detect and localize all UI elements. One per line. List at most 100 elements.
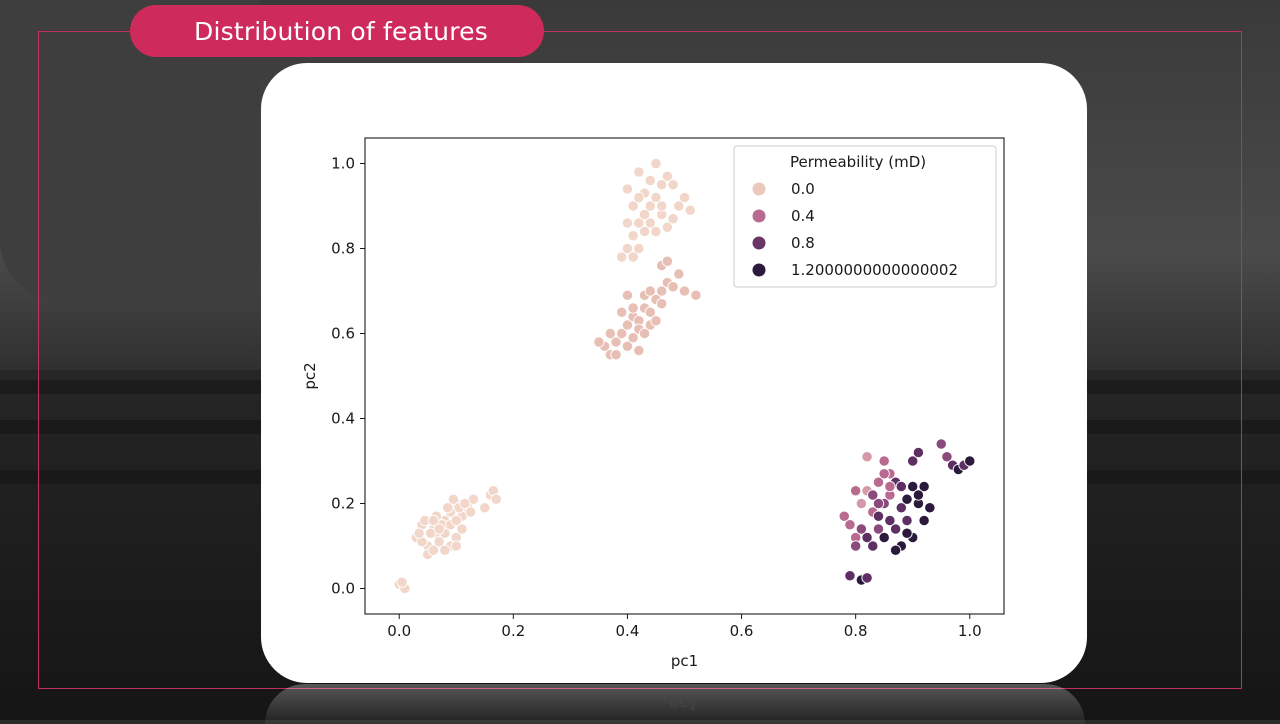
scatter-point [855, 523, 868, 535]
plot-area: 0.0 0.2 0.4 0.6 0.8 1.0 0.0 0.2 0.4 0.6 0.8 1.0 pc1 p… [301, 137, 1005, 670]
scatter-point [650, 191, 662, 204]
scatter-point [650, 315, 662, 327]
scatter-point [861, 531, 873, 544]
scatter-point [644, 217, 656, 229]
scatter-point [433, 523, 445, 535]
y-axis-label: pc2 [301, 362, 319, 389]
card-reflection [265, 684, 1085, 724]
scatter-point [621, 183, 634, 195]
y-tick-label: 0.4 [331, 410, 355, 428]
scatter-point [610, 336, 622, 348]
scatter-point [895, 480, 907, 493]
scatter-point [901, 514, 913, 527]
slide-frame [38, 31, 1242, 689]
legend-label: 1.2000000000000002 [791, 261, 958, 279]
legend-marker [752, 236, 766, 250]
plot-frame [364, 137, 1005, 615]
scatter-point [673, 268, 685, 280]
scatter-point [456, 523, 468, 535]
scatter-point [490, 493, 502, 505]
scatter-point [878, 455, 890, 467]
scatter-point [661, 170, 674, 182]
scatter-point [621, 217, 634, 229]
scatter-point [464, 506, 477, 518]
scatter-point [627, 200, 639, 212]
scatter-point [907, 480, 919, 493]
y-tick-label: 0.0 [331, 580, 355, 598]
scatter-point [459, 497, 471, 510]
x-tick-label: 1.0 [958, 622, 982, 640]
scatter-point [867, 489, 879, 501]
scatter-point [604, 327, 616, 340]
scatter-point [638, 208, 651, 221]
legend-marker [752, 182, 766, 196]
scatter-point [661, 221, 674, 233]
scatter-point [924, 502, 936, 514]
slide-title-text: Distribution of features [194, 16, 488, 46]
scatter-point [650, 157, 662, 170]
scatter-point [872, 523, 885, 535]
scatter-point [884, 480, 896, 493]
scatter-point [621, 242, 634, 255]
scatter-point [838, 510, 850, 522]
scatter-point [901, 493, 913, 505]
scatter-point [616, 251, 628, 263]
scatter-point [627, 332, 639, 344]
scatter-point [673, 200, 685, 212]
scatter-point [918, 514, 930, 527]
legend-marker [752, 263, 766, 277]
y-tick-label: 0.2 [331, 495, 355, 513]
scatter-point [912, 446, 925, 459]
scatter-point [644, 306, 656, 318]
x-axis-label: pc1 [671, 652, 698, 670]
scatter-point [872, 476, 885, 488]
scatter-point [684, 204, 696, 216]
legend-label: 0.4 [791, 207, 815, 225]
scatter-point [621, 319, 634, 331]
scatter-point [941, 451, 953, 463]
scatter-point [627, 302, 639, 314]
scatter-point [661, 255, 674, 267]
legend-box [733, 145, 997, 288]
scatter-point [678, 191, 691, 204]
scatter-point [861, 451, 873, 463]
scatter-point [633, 191, 645, 204]
scatter-point [667, 179, 679, 191]
scatter-point [855, 497, 868, 510]
x-tick-label: 0.8 [844, 622, 868, 640]
scatter-point [850, 540, 862, 552]
scatter-point [901, 527, 913, 539]
scatter-point [878, 531, 890, 544]
chart-card: 0.0 0.2 0.4 0.6 0.8 1.0 0.0 0.2 0.4 0.6 0.8 1.0 pc1 p… [261, 63, 1087, 683]
scatter-point [442, 502, 454, 514]
scatter-point [439, 544, 451, 556]
scatter-point [650, 225, 662, 238]
scatter-point [610, 349, 622, 361]
scatter-point [633, 217, 645, 229]
scatter-point [656, 179, 668, 191]
scatter-point [633, 166, 645, 178]
scatter-point [844, 570, 856, 582]
scatter-point [427, 544, 440, 556]
scatter-point [427, 514, 440, 527]
scatter-point [627, 251, 639, 263]
scatter-point [433, 536, 445, 548]
scatter-point [907, 455, 919, 467]
scatter-point [656, 298, 668, 310]
scatter-chart: 0.0 0.2 0.4 0.6 0.8 1.0 0.0 0.2 0.4 0.6 0.8 1.0 pc1 p… [301, 137, 1005, 670]
scatter-point [964, 455, 976, 467]
scatter-point [861, 572, 873, 584]
scatter-point [627, 230, 639, 242]
legend-label: 0.8 [791, 234, 815, 252]
scatter-point [593, 336, 605, 348]
scatter-point [850, 485, 862, 497]
scatter-point [633, 344, 645, 357]
scatter-point [918, 480, 930, 493]
scatter-point [884, 514, 896, 527]
x-tick-label: 0.4 [616, 622, 640, 640]
scatter-point [656, 285, 668, 297]
scatter-point [638, 225, 651, 238]
scatter-point [479, 502, 491, 514]
x-tick-label: 0.0 [387, 622, 411, 640]
scatter-point [935, 438, 947, 450]
